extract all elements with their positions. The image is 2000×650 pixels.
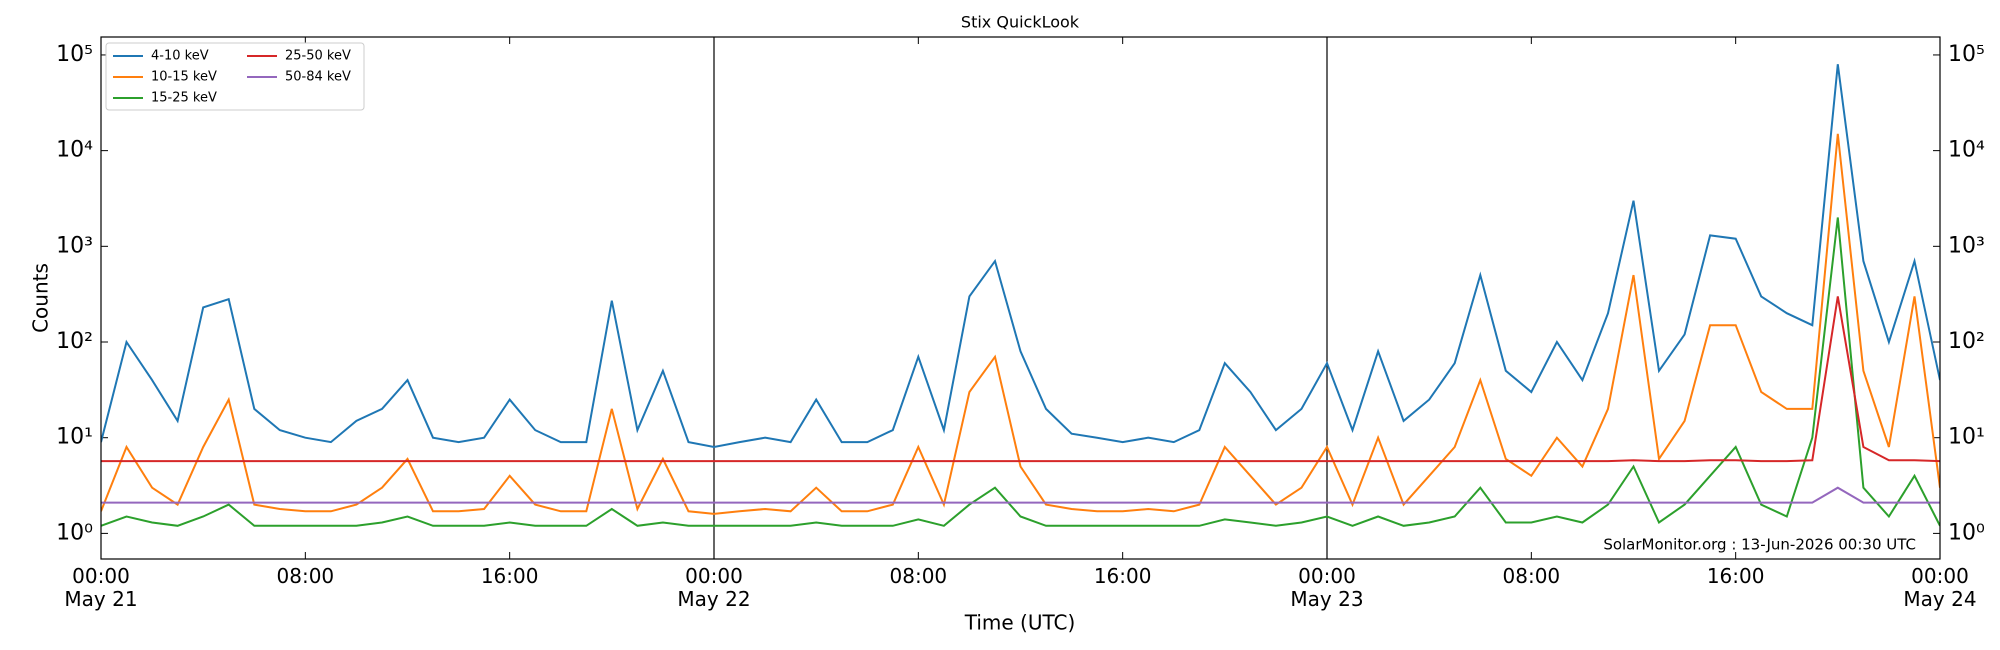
- y-axis-label: Counts: [29, 263, 53, 333]
- series-line: [101, 486, 1940, 504]
- x-tick-label: 16:00: [1706, 564, 1765, 588]
- y-tick-label: 10⁵: [56, 42, 93, 67]
- x-tick-label: 16:00: [480, 564, 539, 588]
- y-tick-label-right: 10⁰: [1948, 520, 1985, 545]
- y-tick-label-right: 10³: [1948, 233, 1985, 258]
- series-line: [101, 217, 1940, 527]
- legend-label: 50-84 keV: [285, 70, 351, 85]
- legend-box: [105, 42, 365, 111]
- x-tick-label: 00:00 May 21: [64, 564, 138, 611]
- y-tick-label: 10¹: [56, 425, 93, 450]
- series-line: [101, 296, 1940, 463]
- x-tick-label: 00:00 May 23: [1290, 564, 1364, 611]
- x-axis-label: Time (UTC): [964, 611, 1076, 635]
- y-tick-label-right: 10²: [1948, 329, 1985, 354]
- y-tick-label: 10³: [56, 233, 93, 258]
- x-tick-label: 08:00: [1502, 564, 1561, 588]
- y-tick-label: 10²: [56, 329, 93, 354]
- legend-label: 25-50 keV: [285, 49, 351, 64]
- annotation: SolarMonitor.org : 13-Jun-2026 00:30 UTC: [1603, 536, 1916, 554]
- x-tick-label: 16:00: [1093, 564, 1152, 588]
- legend-label: 15-25 keV: [151, 91, 217, 106]
- y-tick-label: 10⁰: [56, 520, 93, 545]
- chart-title: Stix QuickLook: [961, 13, 1080, 32]
- y-tick-label-right: 10⁵: [1948, 42, 1985, 67]
- legend-label: 10-15 keV: [151, 70, 217, 85]
- y-tick-label-right: 10¹: [1948, 425, 1985, 450]
- y-tick-label: 10⁴: [56, 138, 93, 163]
- y-tick-label-right: 10⁴: [1948, 138, 1985, 163]
- series-line: [101, 133, 1940, 515]
- x-tick-label: 08:00: [276, 564, 335, 588]
- x-tick-label: 00:00 May 22: [677, 564, 751, 611]
- series-line: [101, 64, 1940, 449]
- legend-label: 4-10 keV: [151, 49, 209, 64]
- plot-frame: [100, 36, 1941, 560]
- x-tick-label: 00:00 May 24: [1903, 564, 1977, 611]
- x-tick-label: 08:00: [889, 564, 948, 588]
